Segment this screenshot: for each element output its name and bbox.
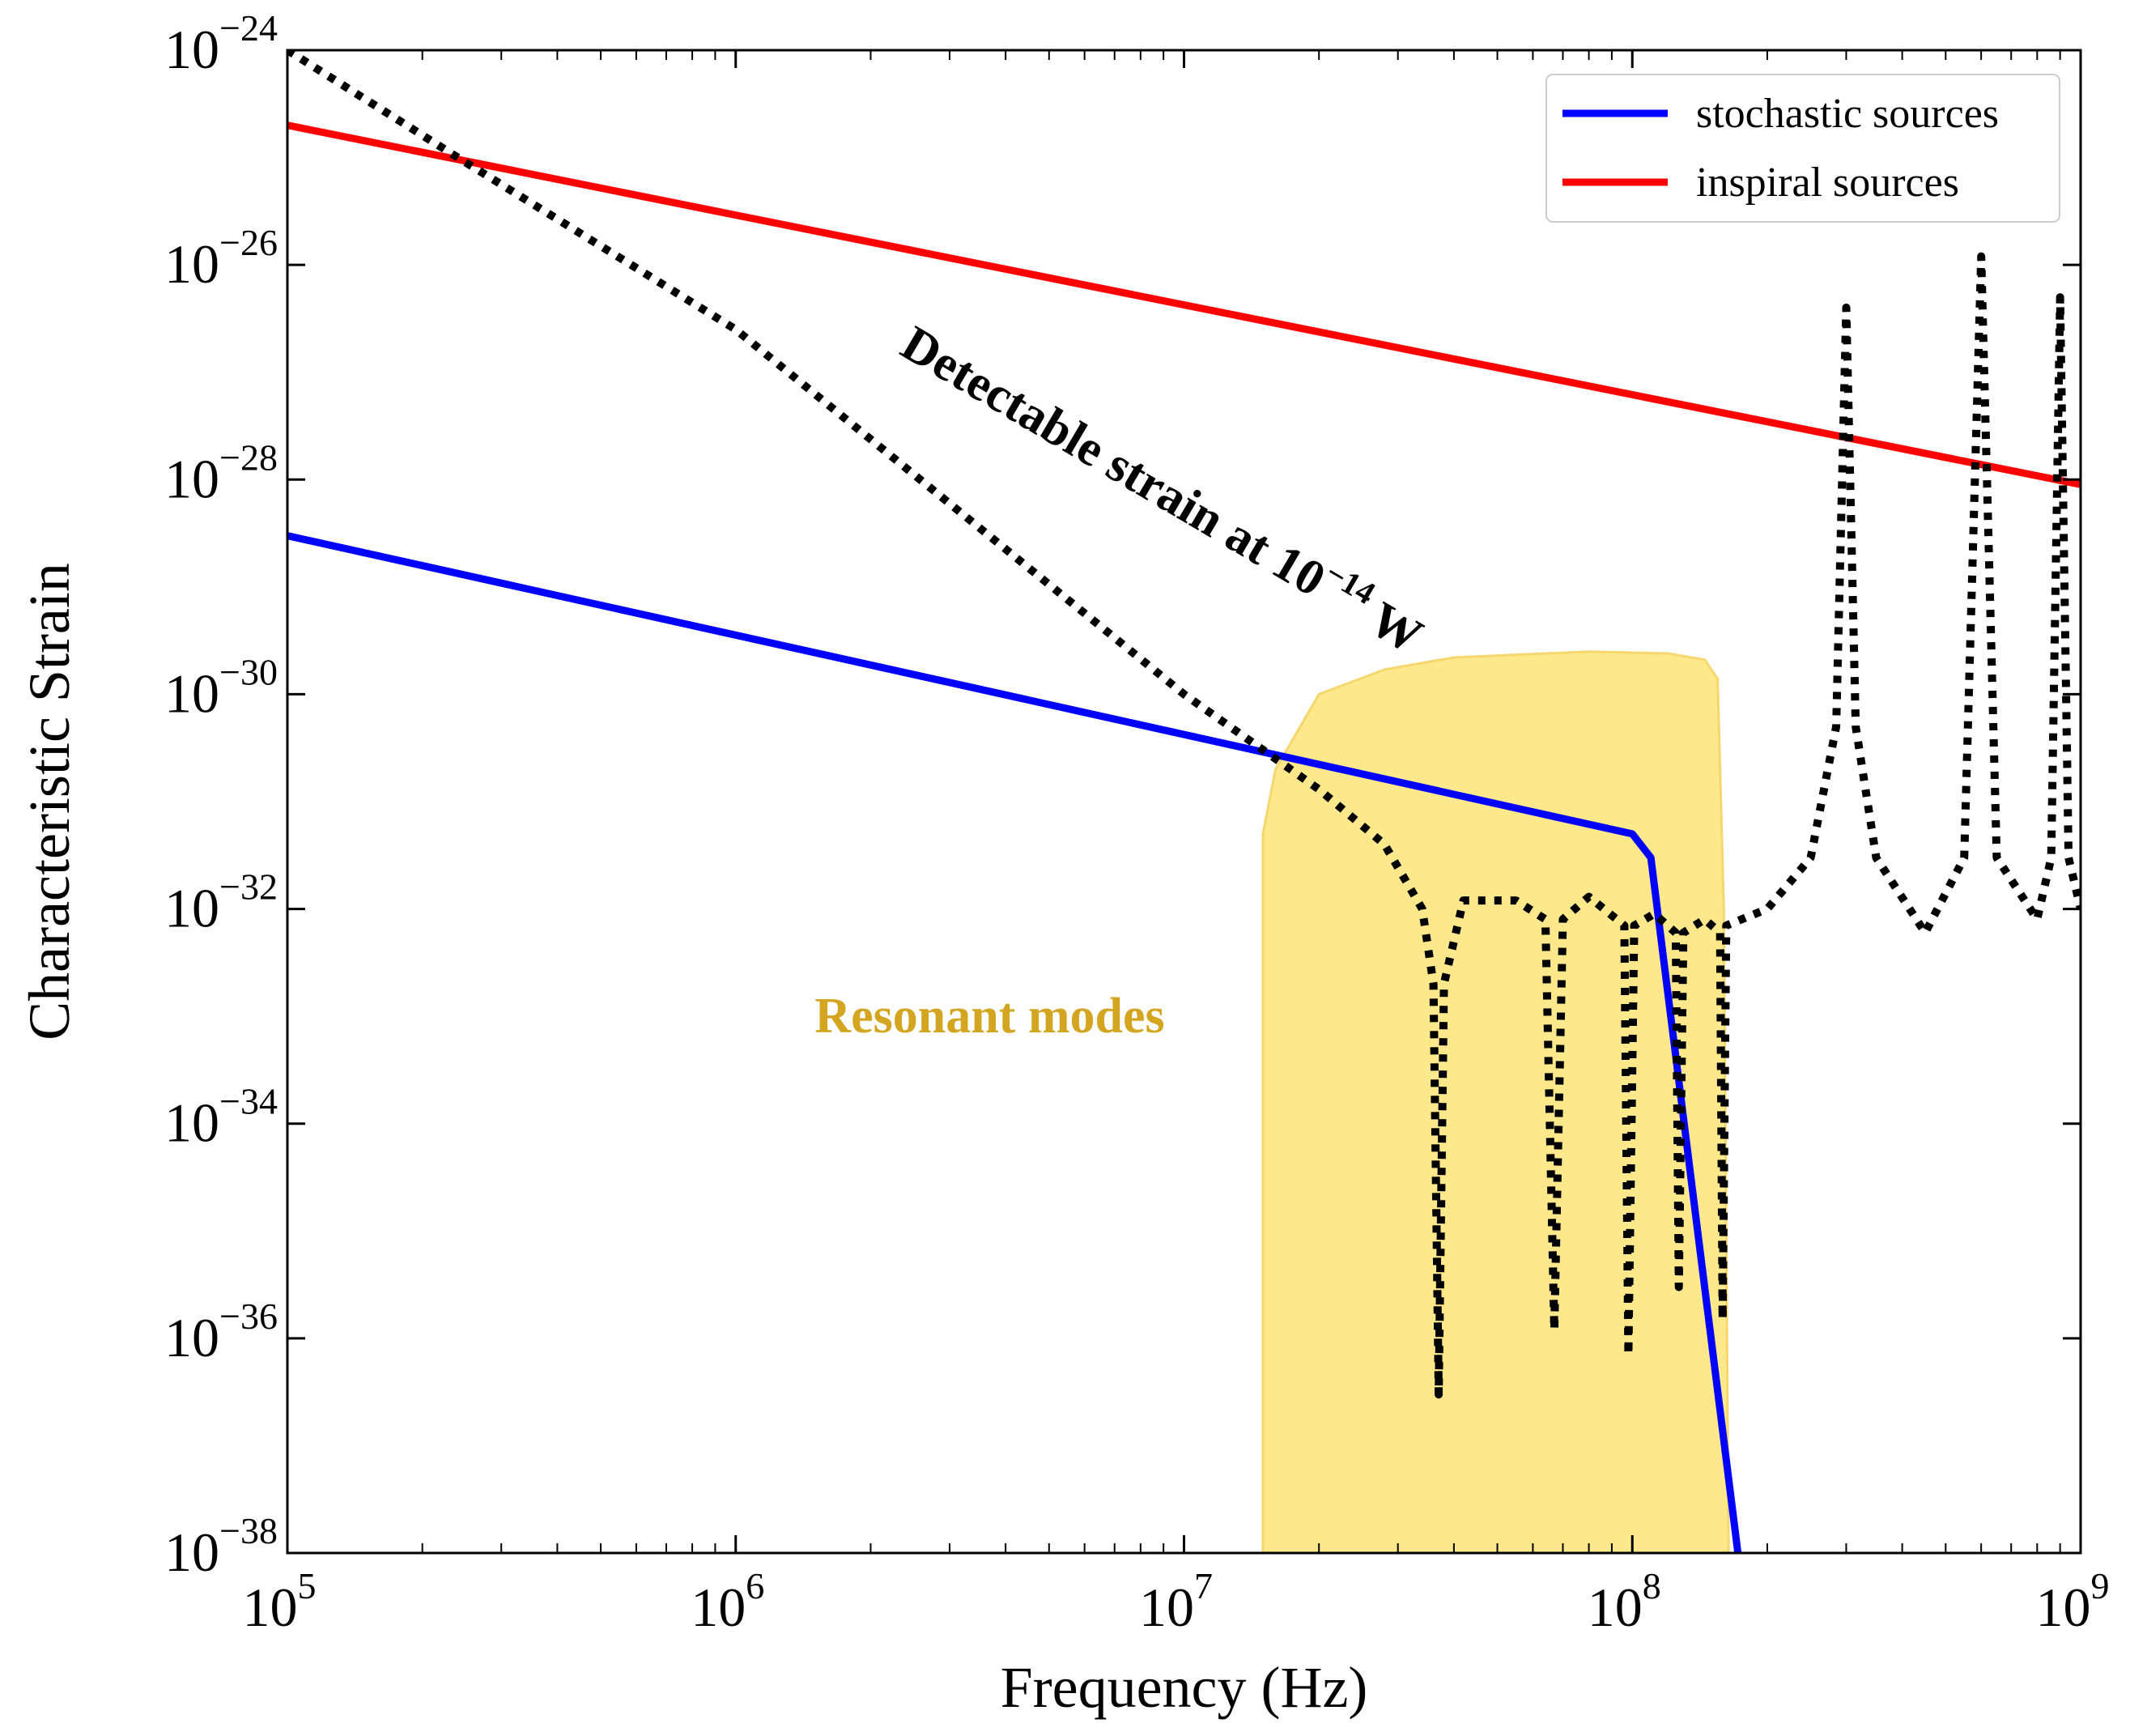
y-tick-label: 10−32 xyxy=(164,866,278,939)
resonant-region-layer xyxy=(1261,650,1730,1553)
inspiral-sources-line xyxy=(287,121,2081,488)
legend-label-stochastic: stochastic sources xyxy=(1696,91,1999,137)
y-tick-label: 10−28 xyxy=(164,436,278,509)
y-tick-label: 10−24 xyxy=(164,7,278,80)
detectable-strain-text: Detectable strain at 10 xyxy=(892,316,1334,607)
svg-text:Detectable strain at 10−14 W: Detectable strain at 10−14 W xyxy=(892,310,1435,665)
axes-layer xyxy=(286,49,2082,1555)
plot-frame xyxy=(286,49,2082,1555)
y-tick-label: 10−36 xyxy=(164,1296,278,1368)
detectable-strain-line xyxy=(287,50,2081,1399)
y-tick-label: 10−26 xyxy=(164,222,278,295)
x-tick-label: 108 xyxy=(1588,1565,1661,1638)
resonant-modes-region xyxy=(1261,650,1730,1553)
legend: stochastic sources inspiral sources xyxy=(1545,74,2060,223)
y-tick-label: 10−38 xyxy=(164,1510,278,1583)
legend-frame xyxy=(1545,74,2060,223)
stochastic-sources-line xyxy=(287,532,1742,1553)
series-layer xyxy=(287,50,2081,1553)
x-tick-label: 105 xyxy=(243,1565,317,1638)
y-axis-label: Characteristic Strain xyxy=(17,563,82,1040)
y-tick-label: 10−34 xyxy=(164,1081,278,1154)
legend-label-inspiral: inspiral sources xyxy=(1696,160,1959,206)
x-tick-label: 109 xyxy=(2036,1565,2110,1638)
y-tick-label: 10−30 xyxy=(164,651,278,724)
tick-labels-layer: 105 106 107 108 109 10−38 10−36 10−34 10−32 10−30… xyxy=(164,7,2109,1638)
detectable-strain-annotation: Detectable strain at 10−14 W xyxy=(892,310,1435,665)
x-tick-label: 107 xyxy=(1139,1565,1213,1638)
resonant-modes-label: Resonant modes xyxy=(814,989,1164,1044)
x-tick-label: 106 xyxy=(691,1565,764,1638)
x-axis-label: Frequency (Hz) xyxy=(1001,1655,1368,1720)
